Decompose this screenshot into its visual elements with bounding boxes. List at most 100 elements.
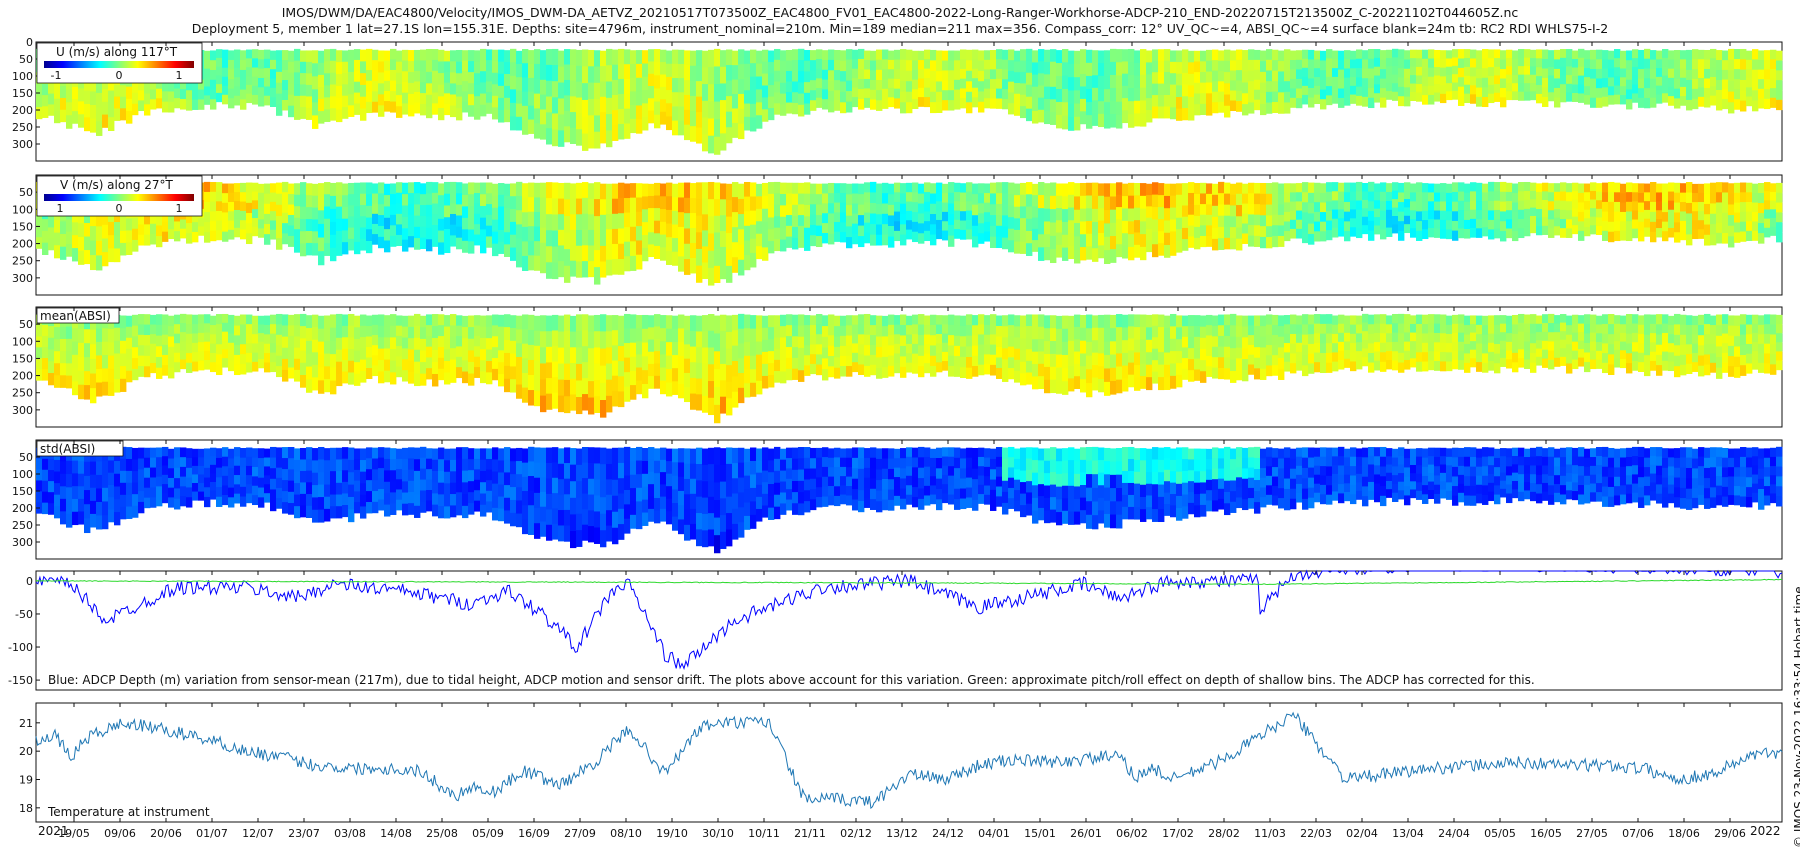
heatmap-cell — [408, 315, 415, 328]
heatmap-cell — [912, 60, 919, 71]
heatmap-cell — [1248, 225, 1255, 237]
heatmap-cell — [1446, 202, 1453, 212]
heatmap-cell — [846, 325, 853, 337]
heatmap-cell — [432, 192, 439, 205]
heatmap-cell — [1350, 361, 1357, 372]
heatmap-cell — [1092, 75, 1099, 89]
heatmap-cell — [1062, 368, 1069, 382]
heatmap-cell — [1104, 196, 1111, 211]
heatmap-cell — [894, 221, 901, 232]
heatmap-cell — [816, 354, 823, 366]
heatmap-cell — [1368, 314, 1375, 325]
heatmap-cell — [582, 314, 589, 331]
heatmap-cell — [1740, 69, 1747, 81]
heatmap-cell — [1332, 94, 1339, 104]
heatmap-cell — [1236, 205, 1243, 217]
heatmap-cell — [1656, 68, 1663, 78]
heatmap-cell — [1458, 96, 1465, 106]
heatmap-cell — [204, 359, 211, 370]
heatmap-cell — [552, 392, 559, 409]
figure-title-line1: IMOS/DWM/DA/EAC4800/Velocity/IMOS_DWM-DA… — [281, 5, 1519, 20]
heatmap-cell — [684, 94, 691, 111]
heatmap-cell — [528, 329, 535, 346]
heatmap-cell — [1182, 368, 1189, 380]
heatmap-cell — [936, 91, 943, 103]
heatmap-cell — [180, 99, 187, 110]
heatmap-cell — [1092, 377, 1099, 391]
heatmap-cell — [1158, 60, 1165, 73]
heatmap-cell — [1128, 101, 1135, 115]
heatmap-cell — [888, 97, 895, 108]
heatmap-cell — [264, 86, 271, 97]
heatmap-cell — [264, 234, 271, 245]
heatmap-cell — [942, 60, 949, 71]
heatmap-cell — [870, 202, 877, 214]
heatmap-cell — [138, 324, 145, 336]
heatmap-cell — [186, 353, 193, 364]
heatmap-cell — [1656, 219, 1663, 229]
heatmap-cell — [768, 182, 775, 195]
heatmap-cell — [168, 326, 175, 337]
heatmap-cell — [540, 109, 547, 125]
heatmap-cell — [1506, 182, 1513, 193]
heatmap-cell — [294, 325, 301, 337]
heatmap-cell — [900, 366, 907, 378]
heatmap-cell — [1704, 193, 1711, 205]
heatmap-cell — [606, 315, 613, 332]
heatmap-cell — [276, 215, 283, 228]
heatmap-cell — [1128, 208, 1135, 222]
heatmap-cell — [330, 84, 337, 97]
heatmap-cell — [372, 324, 379, 336]
heatmap-cell — [1284, 70, 1291, 82]
heatmap-cell — [510, 221, 517, 236]
heatmap-cell — [816, 68, 823, 79]
heatmap-cell — [1650, 50, 1657, 61]
heatmap-cell — [1206, 49, 1213, 62]
heatmap-cell — [606, 97, 613, 115]
heatmap-cell — [1206, 82, 1213, 94]
heatmap-cell — [660, 49, 667, 63]
heatmap-cell — [648, 315, 655, 328]
heatmap-cell — [1344, 59, 1351, 69]
heatmap-cell — [1074, 249, 1081, 264]
heatmap-cell — [936, 71, 943, 82]
heatmap-cell — [1074, 236, 1081, 251]
heatmap-cell — [1122, 378, 1129, 392]
heatmap-cell — [138, 314, 145, 325]
heatmap-cell — [1014, 72, 1021, 84]
heatmap-cell — [798, 314, 805, 327]
heatmap-cell — [216, 191, 223, 202]
heatmap-cell — [1740, 59, 1747, 71]
heatmap-cell — [1068, 328, 1075, 342]
heatmap-cell — [204, 95, 211, 105]
heatmap-cell — [744, 63, 751, 78]
heatmap-cell — [1356, 324, 1363, 334]
heatmap-cell — [516, 329, 523, 344]
heatmap-cell — [906, 70, 913, 82]
y-tick-label: 100 — [12, 70, 33, 83]
heatmap-cell — [102, 355, 109, 369]
heatmap-cell — [414, 60, 421, 72]
heatmap-cell — [1434, 361, 1441, 371]
heatmap-cell — [630, 63, 637, 79]
heatmap-cell — [438, 357, 445, 370]
heatmap-cell — [726, 348, 733, 366]
heatmap-cell — [1644, 209, 1651, 220]
heatmap-cell — [1212, 325, 1219, 337]
heatmap-cell — [1032, 74, 1039, 88]
heatmap-cell — [936, 102, 943, 113]
heatmap-cell — [174, 314, 181, 325]
heatmap-cell — [1494, 191, 1501, 202]
heatmap-cell — [474, 335, 481, 347]
heatmap-cell — [822, 336, 829, 349]
heatmap-cell — [1452, 57, 1459, 67]
heatmap-cell — [348, 182, 355, 195]
heatmap-cell — [480, 371, 487, 384]
heatmap-cell — [618, 63, 625, 80]
heatmap-cell — [312, 76, 319, 90]
heatmap-cell — [1092, 112, 1099, 126]
panel-u-colorbar — [44, 61, 194, 68]
heatmap-cell — [822, 69, 829, 81]
heatmap-cell — [1200, 326, 1207, 339]
heatmap-cell — [1698, 87, 1705, 98]
